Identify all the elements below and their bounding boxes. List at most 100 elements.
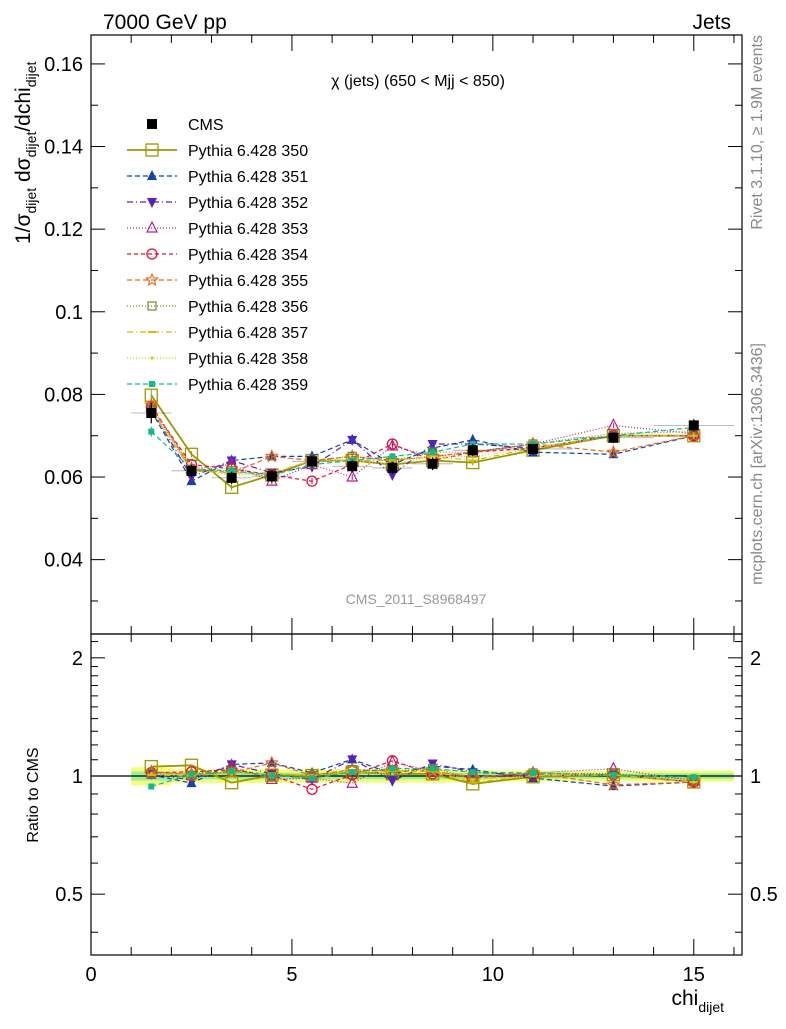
legend-marker [150, 356, 154, 360]
ratio-tick-label-right: 0.5 [750, 884, 778, 906]
ylabel-part3-sub: dijet [23, 62, 39, 88]
xlabel-main: chi [671, 987, 698, 1010]
y-tick-label: 0.08 [44, 384, 83, 406]
legend-entry: Pythia 6.428 357 [127, 325, 308, 342]
legend-marker-cms [147, 119, 157, 129]
chart-title: χ (jets) (650 < Mjj < 850) [331, 73, 505, 90]
mc-ratio-point [469, 769, 476, 776]
y-tick-label: 0.06 [44, 467, 83, 489]
mc-series-ratio-line [151, 760, 694, 790]
mc-ratio-point [188, 771, 195, 778]
ylabel-part3: /dchi [12, 87, 35, 131]
cms-point [226, 472, 237, 483]
mc-series-line [150, 408, 694, 478]
cms-point [427, 458, 438, 469]
legend-label: Pythia 6.428 359 [188, 377, 308, 394]
legend-entry: Pythia 6.428 350 [127, 143, 308, 160]
mc-ratio-point [228, 768, 235, 775]
cms-point [307, 456, 318, 467]
mc-ratio-point [309, 775, 316, 782]
ratio-ylabel: Ratio to CMS [25, 747, 42, 842]
mc-point [387, 470, 398, 481]
x-tick-label: 5 [286, 964, 297, 986]
mc-ratio-point [148, 783, 155, 790]
mc-point [606, 444, 621, 459]
cms-point [266, 471, 277, 482]
legend-label: Pythia 6.428 355 [188, 273, 308, 290]
legend-label-cms: CMS [188, 117, 224, 134]
ylabel-part2-sub: dijet [23, 132, 39, 158]
legend-marker [147, 301, 157, 311]
mc-point [692, 434, 696, 438]
y-tick-label: 0.16 [44, 54, 83, 76]
mc-point [429, 449, 436, 456]
legend-marker [146, 248, 158, 260]
mc-ratio-point [390, 772, 394, 776]
mc-ratio-point [264, 755, 279, 769]
ratio-axes: 0.5 0.5 1 1 2 2 0 5 10 15 [55, 634, 778, 986]
cms-point [528, 443, 539, 454]
ylabel-part2: dσ [12, 157, 35, 188]
legend-entry: Pythia 6.428 355 [127, 272, 308, 290]
y-tick-label: 0.1 [55, 302, 83, 324]
y-tick-label: 0.14 [44, 137, 83, 159]
legend-label: Pythia 6.428 357 [188, 325, 308, 342]
mc-point [184, 447, 199, 461]
mc-ratio-point [149, 772, 153, 776]
legend-entry: Pythia 6.428 351 [127, 169, 308, 186]
cms-point [467, 445, 478, 456]
cms-series [131, 402, 734, 485]
main-series [131, 388, 734, 494]
xlabel-sub: dijet [698, 999, 724, 1015]
mc-point [386, 438, 399, 450]
mcplots-label: mcplots.cern.ch [arXiv:1306.3436] [749, 343, 766, 585]
rivet-label: Rivet 3.1.10, ≥ 1.9M events [749, 35, 766, 230]
mc-series-line [150, 408, 694, 476]
mc-ratio-point [306, 783, 318, 795]
mc-ratio-point [429, 765, 436, 772]
ratio-tick-label: 1 [72, 766, 83, 788]
legend-marker [147, 170, 157, 180]
mc-point [264, 448, 279, 463]
mc-ratio-point [184, 758, 199, 772]
ratio-tick-label: 2 [72, 648, 83, 670]
mc-point [306, 475, 318, 487]
mc-point [228, 467, 235, 474]
cms-point [146, 407, 157, 418]
legend-label: Pythia 6.428 350 [188, 143, 308, 160]
mc-ratio-point [346, 775, 359, 788]
main-ylabel: 1/σdijet dσdijet/dchidijet [12, 62, 39, 244]
legend-entry: Pythia 6.428 354 [127, 247, 308, 264]
mc-series-line [150, 406, 694, 482]
mc-series-ratio-line [151, 767, 694, 788]
legend-label: Pythia 6.428 356 [188, 299, 308, 316]
mc-ratio-point [347, 755, 358, 766]
mc-series-line [150, 410, 694, 474]
cms-point [186, 465, 197, 476]
cms-point [387, 462, 398, 473]
ratio-frame-box [90, 633, 743, 956]
mc-point [430, 454, 435, 458]
x-tick-label: 15 [683, 964, 705, 986]
legend-entry: Pythia 6.428 358 [127, 351, 308, 368]
header-left: 7000 GeV pp [103, 11, 227, 34]
mc-point [427, 439, 438, 450]
cms-point [347, 461, 358, 472]
ratio-tick-label: 0.5 [55, 884, 83, 906]
legend-entry-cms: CMS [147, 117, 224, 134]
y-tick-label: 0.04 [44, 550, 83, 572]
mc-ratio-point [610, 771, 617, 778]
mc-point [347, 435, 358, 446]
mc-ratio-point [692, 780, 696, 784]
legend-label: Pythia 6.428 358 [188, 351, 308, 368]
mc-ratio-point [690, 774, 697, 781]
ylabel-part1: 1/σ [12, 213, 35, 244]
legend-marker [146, 220, 158, 233]
cms-point [688, 420, 699, 431]
x-tick-label: 0 [85, 964, 96, 986]
mc-series-ratio-line [151, 770, 694, 783]
mc-ratio-point [268, 772, 275, 779]
